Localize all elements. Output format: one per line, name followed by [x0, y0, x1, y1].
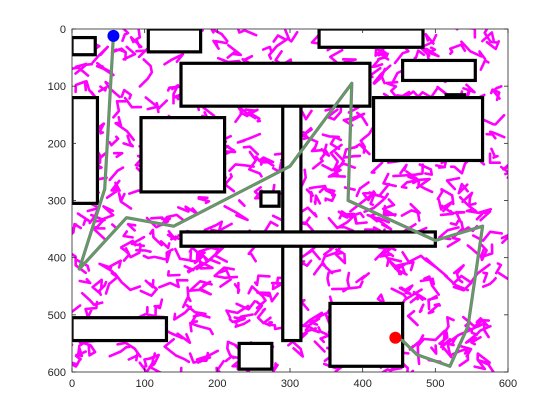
obstacle: [72, 95, 100, 205]
plot-area: [72, 29, 508, 372]
y-tick-label: 300: [48, 196, 66, 208]
obstacle: [146, 29, 203, 54]
x-tick-label: 200: [208, 378, 226, 390]
y-tick-label: 500: [48, 310, 66, 322]
y-tick-label: 100: [48, 81, 66, 93]
obstacles: [72, 29, 485, 371]
x-axis: 0 100 200 300 400 500 600: [69, 29, 517, 390]
x-tick-label: 300: [281, 378, 299, 390]
obstacle: [139, 116, 227, 194]
y-tick-label: 600: [48, 367, 66, 379]
obstacle: [72, 316, 169, 343]
x-tick-label: 100: [135, 378, 153, 390]
obstacle: [401, 58, 477, 83]
obstacle: [179, 61, 372, 108]
obstacle: [237, 341, 274, 371]
y-tick-label: 200: [48, 138, 66, 150]
planned-path: [77, 35, 485, 368]
obstacle: [259, 190, 281, 208]
obstacle: [179, 230, 437, 248]
x-tick-label: 0: [69, 378, 75, 390]
x-tick-label: 600: [499, 378, 517, 390]
start-point: [107, 29, 120, 42]
markers: [107, 29, 402, 344]
x-tick-label: 400: [353, 378, 371, 390]
path-line-inner: [78, 35, 484, 367]
obstacle: [72, 35, 97, 57]
y-axis: 0 100 200 300 400 500 600: [48, 24, 508, 379]
x-tick-label: 500: [426, 378, 444, 390]
obstacle: [317, 29, 425, 49]
y-tick-label: 400: [48, 253, 66, 265]
y-tick-label: 0: [60, 24, 66, 36]
obstacle: [281, 101, 303, 343]
goal-point: [389, 331, 402, 344]
obstacle: [371, 95, 485, 163]
